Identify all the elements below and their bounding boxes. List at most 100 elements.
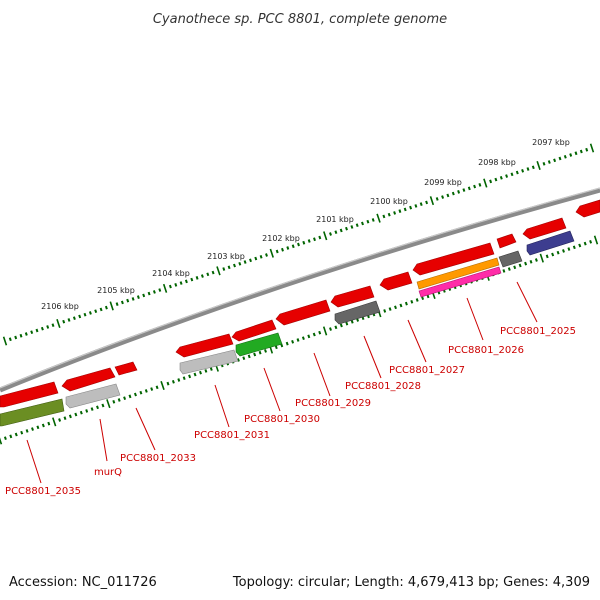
major-tick xyxy=(56,318,61,328)
gene-arrow[interactable] xyxy=(175,333,234,358)
minor-tick xyxy=(515,170,519,175)
minor-tick xyxy=(274,345,278,350)
minor-tick xyxy=(356,318,360,322)
minor-tick xyxy=(499,175,503,180)
major-tick xyxy=(323,231,328,241)
minor-tick xyxy=(236,358,240,362)
minor-tick xyxy=(158,288,162,292)
minor-tick xyxy=(9,434,13,439)
minor-tick xyxy=(46,325,50,329)
major-tick xyxy=(593,235,599,245)
minor-tick xyxy=(426,294,430,299)
minor-tick xyxy=(524,261,528,266)
minor-tick xyxy=(563,154,567,159)
minor-tick xyxy=(505,174,509,178)
gene-label-2027[interactable]: PCC8801_2027 xyxy=(389,365,465,376)
gene-arrow[interactable] xyxy=(334,300,381,325)
minor-tick xyxy=(291,244,295,249)
minor-tick xyxy=(297,242,300,247)
minor-tick xyxy=(489,179,493,184)
gene-arrow[interactable] xyxy=(231,319,277,342)
gene-arrow[interactable] xyxy=(575,199,600,218)
gene-arrow[interactable] xyxy=(114,361,138,376)
minor-tick xyxy=(115,302,119,307)
minor-tick xyxy=(136,295,140,300)
minor-tick xyxy=(259,254,263,259)
minor-tick xyxy=(168,284,172,289)
minor-tick xyxy=(296,338,300,342)
minor-tick xyxy=(200,274,204,278)
minor-tick xyxy=(318,235,322,240)
minor-tick xyxy=(371,218,375,222)
minor-tick xyxy=(104,305,108,310)
gene-label-2028[interactable]: PCC8801_2028 xyxy=(345,381,421,392)
minor-tick xyxy=(90,407,94,411)
gene-arrow[interactable] xyxy=(526,230,575,256)
minor-tick xyxy=(31,427,34,431)
gene-label-2030[interactable]: PCC8801_2030 xyxy=(244,414,320,425)
minor-tick xyxy=(462,188,466,192)
minor-tick xyxy=(510,172,514,177)
gene-label-2031[interactable]: PCC8801_2031 xyxy=(194,430,270,441)
minor-tick xyxy=(473,184,477,189)
minor-tick xyxy=(152,290,156,294)
minor-tick xyxy=(425,200,429,205)
minor-tick xyxy=(302,240,306,245)
gene-arrow[interactable] xyxy=(275,299,331,326)
minor-tick xyxy=(410,299,414,304)
gene-label-2033[interactable]: PCC8801_2033 xyxy=(120,453,196,464)
minor-tick xyxy=(350,319,354,324)
minor-tick xyxy=(507,267,511,271)
minor-tick xyxy=(307,334,311,339)
gene-arrow[interactable] xyxy=(418,266,502,298)
minor-tick xyxy=(318,330,322,335)
minor-tick xyxy=(123,396,127,401)
minor-tick xyxy=(281,247,284,252)
gene-arrow[interactable] xyxy=(235,332,283,357)
minor-tick xyxy=(421,296,425,301)
gene-label-2035[interactable]: PCC8801_2035 xyxy=(5,486,81,497)
gene-arrow[interactable] xyxy=(496,233,517,249)
gene-label-2025[interactable]: PCC8801_2025 xyxy=(500,326,576,337)
minor-tick xyxy=(265,253,268,257)
gene-arrow[interactable] xyxy=(330,285,375,308)
minor-tick xyxy=(383,309,387,313)
gene-arrow[interactable] xyxy=(61,367,116,392)
minor-tick xyxy=(19,333,23,338)
gene-label-murq[interactable]: murQ xyxy=(94,467,122,478)
minor-tick xyxy=(451,191,455,196)
outer-tick-scale xyxy=(2,143,595,346)
minor-tick xyxy=(30,330,34,335)
gene-arrow[interactable] xyxy=(412,242,495,276)
minor-tick xyxy=(68,414,72,419)
major-tick xyxy=(160,380,165,390)
minor-tick xyxy=(409,205,413,210)
minor-tick xyxy=(96,405,99,410)
minor-tick xyxy=(502,269,506,273)
minor-tick xyxy=(313,237,316,242)
gene-arrow[interactable] xyxy=(416,257,500,290)
major-tick xyxy=(322,326,328,336)
minor-tick xyxy=(578,243,582,248)
gene-arrow[interactable] xyxy=(498,250,523,268)
minor-tick xyxy=(101,403,105,408)
minor-tick xyxy=(441,195,445,199)
minor-tick xyxy=(419,202,423,207)
gene-arrow[interactable] xyxy=(0,381,59,408)
forward-strand-genes xyxy=(0,199,600,408)
minor-tick xyxy=(139,390,143,395)
minor-tick xyxy=(572,245,576,250)
gene-arrow[interactable] xyxy=(179,349,239,375)
gene-arrow[interactable] xyxy=(379,271,413,291)
kbp-label-2097: 2097 kbp xyxy=(532,138,570,147)
gene-arrow[interactable] xyxy=(522,217,567,240)
minor-tick xyxy=(142,293,146,298)
gene-label-2029[interactable]: PCC8801_2029 xyxy=(295,398,371,409)
gene-label-2026[interactable]: PCC8801_2026 xyxy=(448,345,524,356)
minor-tick xyxy=(25,429,29,433)
minor-tick xyxy=(41,423,45,428)
minor-tick xyxy=(446,193,450,198)
gene-arrow[interactable] xyxy=(65,383,121,409)
genome-summary-text: Topology: circular; Length: 4,679,413 bp… xyxy=(232,575,590,590)
gene-arrow[interactable] xyxy=(0,398,65,427)
